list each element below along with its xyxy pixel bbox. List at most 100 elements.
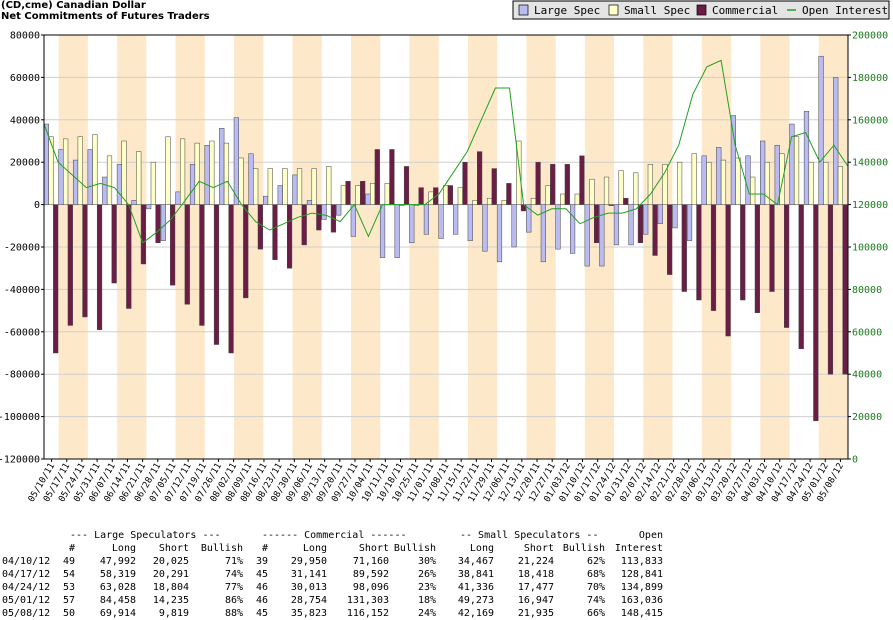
large-spec-bar: [350, 204, 356, 237]
large-spec-bar: [657, 204, 663, 224]
table-cell: 47,992: [99, 556, 136, 567]
column-header: #: [261, 543, 268, 554]
commercial-bar: [784, 204, 790, 328]
table-cell: 39: [255, 556, 268, 567]
table-cell: 84,458: [99, 595, 136, 606]
small-spec-bar: [545, 185, 551, 205]
table-cell: 18%: [417, 595, 436, 606]
y-right-tick-label: 160000: [852, 115, 888, 126]
table-cell: 45: [255, 608, 268, 619]
large-spec-bar: [379, 204, 386, 258]
small-spec-bar: [633, 172, 639, 205]
table-cell: 9,819: [158, 608, 189, 619]
commercial-bar: [696, 204, 702, 301]
large-spec-bar: [204, 144, 210, 205]
small-spec-bar: [282, 168, 288, 205]
table-cell: 14,235: [152, 595, 189, 606]
table-cell: 17,477: [517, 582, 554, 593]
commercial-bar: [243, 204, 249, 299]
table-cell: 26%: [417, 569, 436, 580]
large-spec-bar: [526, 204, 532, 233]
table-cell: 86%: [224, 595, 243, 606]
y-left-tick-label: -60000: [4, 327, 40, 338]
commercial-bar: [564, 164, 570, 205]
commercial-bar: [345, 181, 351, 205]
legend-swatch: [608, 4, 619, 16]
y-left-tick-label: -40000: [4, 285, 40, 296]
commercial-bar: [593, 204, 600, 244]
commercial-bar: [360, 181, 366, 205]
small-spec-bar: [457, 187, 463, 205]
large-spec-bar: [613, 204, 620, 246]
commercial-bar: [82, 204, 88, 318]
table-cell: 131,303: [346, 595, 389, 606]
table-cell: 70%: [586, 582, 605, 593]
small-spec-bar: [574, 193, 580, 205]
large-spec-bar: [423, 204, 430, 235]
y-left-tick-label: 80000: [10, 31, 40, 42]
table-cell: 28,754: [290, 595, 327, 606]
row-date: 04/24/12: [2, 582, 51, 593]
table-cell: 54: [62, 569, 75, 580]
large-spec-bar: [146, 204, 152, 210]
table-cell: 74%: [586, 595, 605, 606]
small-spec-bar: [194, 142, 200, 205]
commercial-bar: [798, 204, 804, 350]
commercial-bar: [637, 204, 644, 244]
column-header: Long: [302, 543, 327, 554]
small-spec-bar: [808, 161, 814, 205]
small-spec-bar: [63, 138, 69, 205]
y-left-tick-label: 0: [34, 200, 40, 211]
table-cell: 34,467: [457, 556, 494, 567]
group-header: --- Large Speculators ---: [70, 530, 221, 541]
table-cell: 49: [62, 556, 75, 567]
small-spec-bar: [311, 168, 317, 205]
commercial-bar: [111, 204, 117, 284]
large-spec-bar: [365, 193, 371, 205]
commercial-bar: [213, 204, 220, 345]
small-spec-bar: [209, 140, 215, 205]
commercial-bar: [403, 166, 410, 205]
table-cell: 46: [255, 595, 268, 606]
row-date: 04/17/12: [2, 569, 51, 580]
large-spec-bar: [555, 204, 561, 250]
row-date: 04/10/12: [2, 556, 51, 567]
commercial-bar: [710, 204, 717, 311]
table-cell: 41,336: [457, 582, 494, 593]
table-cell: 46: [255, 582, 268, 593]
commercial-bar: [228, 204, 234, 354]
small-spec-bar: [340, 185, 346, 205]
column-header: Short: [523, 543, 554, 554]
chart-title: (CD,cme) Canadian Dollar: [1, 0, 146, 11]
large-spec-bar: [116, 164, 123, 205]
commercial-bar: [667, 204, 673, 275]
legend-swatch: [696, 4, 707, 16]
table-cell: 71%: [224, 556, 243, 567]
small-spec-bar: [691, 153, 697, 205]
y-right-tick-label: 80000: [852, 285, 882, 296]
commercial-bar: [67, 204, 73, 326]
large-spec-bar: [628, 204, 634, 246]
y-left-tick-label: 20000: [10, 158, 40, 169]
small-spec-bar: [706, 161, 712, 205]
commercial-bar: [813, 204, 819, 422]
small-spec-bar: [677, 161, 683, 205]
small-spec-bar: [472, 200, 478, 205]
commercial-bar: [53, 204, 59, 354]
small-spec-bar: [647, 164, 653, 205]
table-cell: 45: [255, 569, 268, 580]
table-cell: 63,028: [99, 582, 136, 593]
commercial-bar: [286, 204, 293, 269]
large-spec-bar: [833, 77, 839, 205]
column-header: Short: [358, 543, 389, 554]
small-spec-bar: [92, 134, 98, 205]
commercial-bar: [301, 204, 307, 246]
large-spec-bar: [72, 159, 79, 205]
table-cell: 23%: [417, 582, 436, 593]
large-spec-bar: [511, 204, 517, 248]
commercial-bar: [681, 204, 687, 292]
table-cell: 74%: [224, 569, 243, 580]
column-header: Short: [158, 543, 189, 554]
large-spec-bar: [263, 195, 269, 205]
column-header: Long: [469, 543, 494, 554]
